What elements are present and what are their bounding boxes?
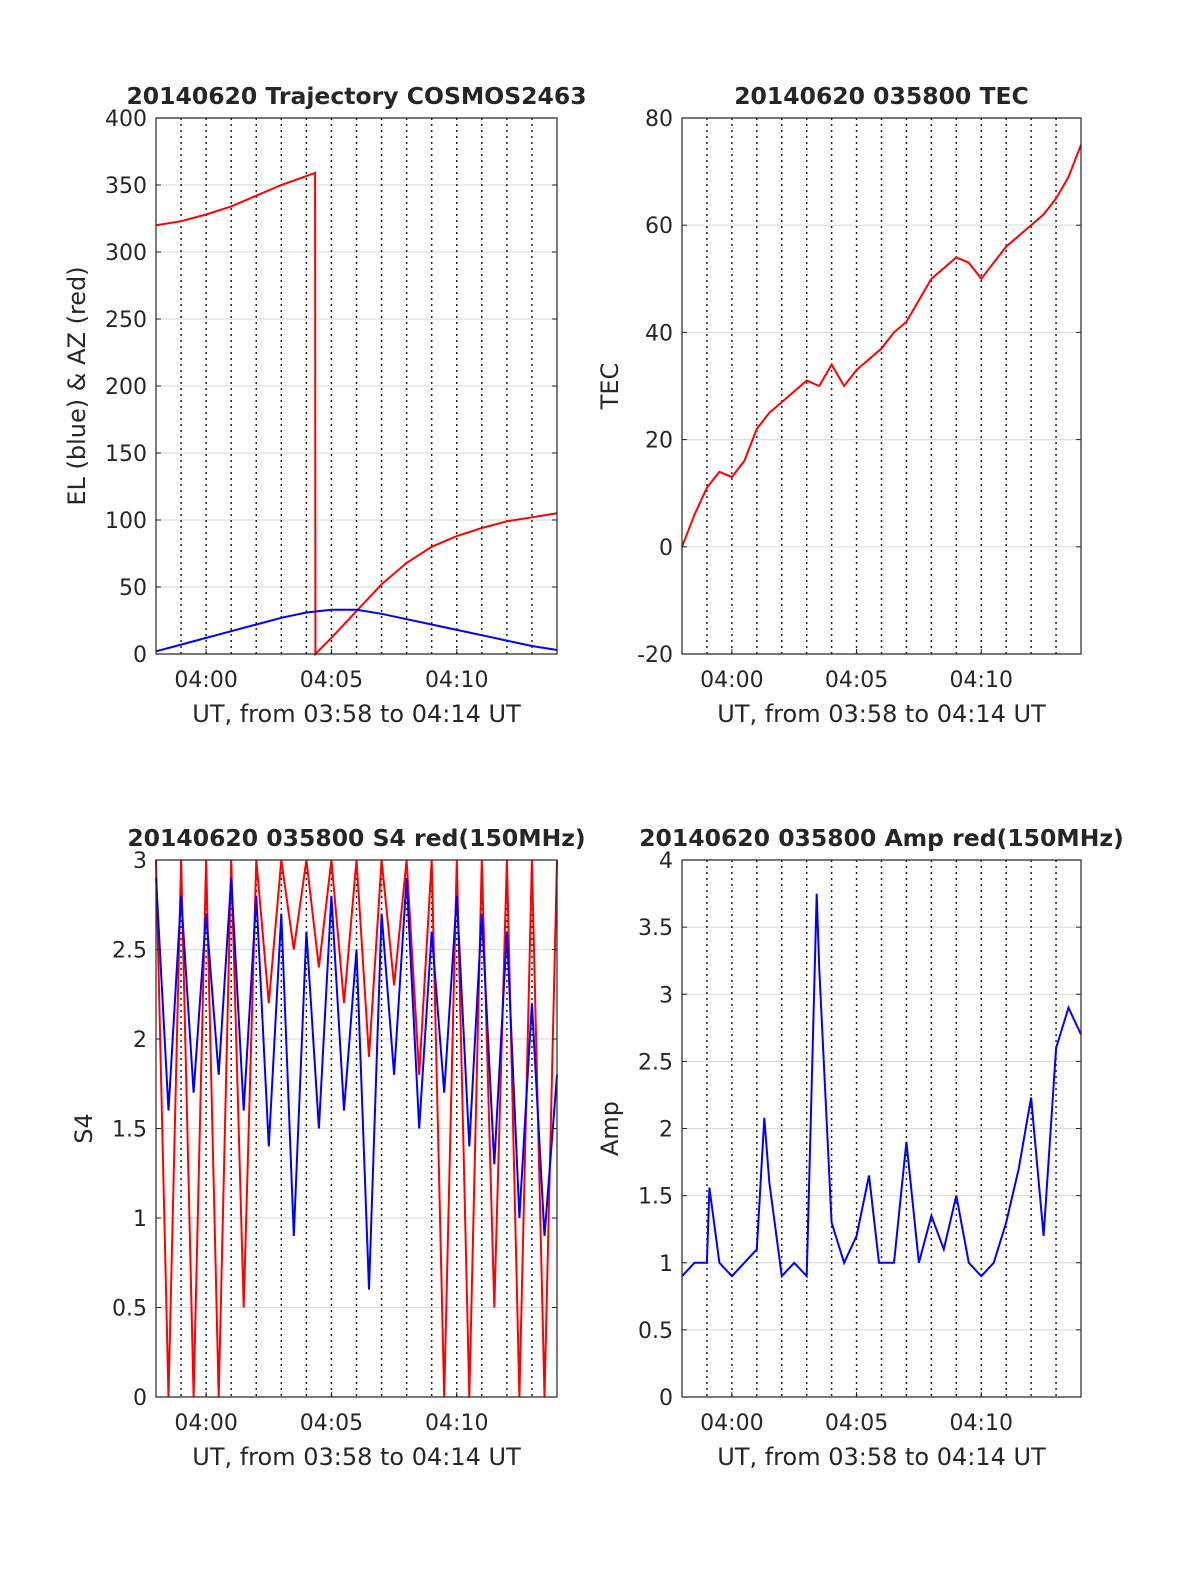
- x-tick-label: 04:00: [700, 668, 763, 693]
- y-tick-label: -20: [637, 643, 673, 668]
- series-line-0: [681, 893, 1082, 1279]
- y-tick-label: 300: [105, 241, 147, 266]
- y-tick-label: 1.5: [112, 1118, 147, 1143]
- chart-title: 20140620 Trajectory COSMOS2463: [126, 82, 586, 110]
- x-axis-label: UT, from 03:58 to 04:14 UT: [192, 1443, 521, 1471]
- x-tick-label: 04:00: [700, 1411, 763, 1436]
- y-tick-label: 2: [659, 1118, 673, 1143]
- y-tick-label: 0: [659, 1386, 673, 1411]
- x-tick-label: 04:05: [825, 1411, 888, 1436]
- y-tick-label: 60: [645, 214, 673, 239]
- y-tick-label: 1: [133, 1207, 147, 1232]
- y-tick-label: 4: [659, 849, 673, 874]
- y-tick-label: 2.5: [112, 939, 147, 964]
- series-line-1: [155, 877, 558, 1290]
- y-tick-label: 3: [133, 849, 147, 874]
- amp-panel: 0 0.5 1 1.5 2 2.5 3 3.5 4 04:00 04:05 04:10 20140620…: [596, 824, 1124, 1471]
- series-line-0: [681, 144, 1082, 548]
- y-tick-label: 250: [105, 308, 147, 333]
- y-tick-label: 400: [105, 107, 147, 132]
- axes-box: [681, 117, 1082, 655]
- x-tick-label: 04:05: [825, 668, 888, 693]
- y-tick-label: 20: [645, 429, 673, 454]
- y-tick-label: 50: [119, 576, 147, 601]
- y-axis-label: TEC: [596, 363, 624, 411]
- y-tick-label: 150: [105, 442, 147, 467]
- y-axis-label: Amp: [596, 1101, 624, 1156]
- x-tick-label: 04:05: [300, 1411, 363, 1436]
- x-tick-label: 04:00: [174, 668, 237, 693]
- y-tick-label: 0.5: [112, 1297, 147, 1322]
- trajectory-panel: 0 50 100 150 200 250 300 350 400 04:00 04:05 04:10 2…: [63, 82, 587, 728]
- y-tick-label: 1: [659, 1252, 673, 1277]
- x-axis-label: UT, from 03:58 to 04:14 UT: [717, 700, 1046, 728]
- y-tick-label: 3.5: [638, 916, 673, 941]
- chart-title: 20140620 035800 Amp red(150MHz): [639, 824, 1124, 852]
- y-tick-label: 200: [105, 375, 147, 400]
- tec-panel: -20 0 20 40 60 80 04:00 04:05 04:10 20140620 0358…: [596, 82, 1082, 728]
- y-tick-label: 0: [133, 1386, 147, 1411]
- y-tick-label: 2: [133, 1028, 147, 1053]
- y-tick-label: 3: [659, 983, 673, 1008]
- y-tick-label: 0: [659, 536, 673, 561]
- y-tick-label: 350: [105, 174, 147, 199]
- y-tick-label: 1.5: [638, 1185, 673, 1210]
- y-tick-label: 40: [645, 321, 673, 346]
- x-tick-label: 04:10: [950, 668, 1013, 693]
- chart-title: 20140620 035800 TEC: [734, 82, 1029, 110]
- s4-panel: 0 0.5 1 1.5 2 2.5 3 04:00 04:05 04:10 20140620 035…: [70, 824, 586, 1471]
- x-tick-label: 04:00: [174, 1411, 237, 1436]
- chart-title: 20140620 035800 S4 red(150MHz): [127, 824, 585, 852]
- series-line-1: [155, 608, 558, 653]
- y-tick-label: 100: [105, 509, 147, 534]
- y-tick-label: 80: [645, 107, 673, 132]
- y-tick-label: 0.5: [638, 1319, 673, 1344]
- x-axis-label: UT, from 03:58 to 04:14 UT: [717, 1443, 1046, 1471]
- y-tick-label: 0: [133, 643, 147, 668]
- series-line-0: [155, 171, 558, 657]
- x-tick-label: 04:05: [300, 668, 363, 693]
- x-tick-label: 04:10: [425, 668, 488, 693]
- x-tick-label: 04:10: [950, 1411, 1013, 1436]
- y-axis-label: EL (blue) & AZ (red): [63, 266, 91, 505]
- x-axis-label: UT, from 03:58 to 04:14 UT: [192, 700, 521, 728]
- y-tick-label: 2.5: [638, 1050, 673, 1075]
- x-tick-label: 04:10: [425, 1411, 488, 1436]
- y-axis-label: S4: [70, 1113, 98, 1144]
